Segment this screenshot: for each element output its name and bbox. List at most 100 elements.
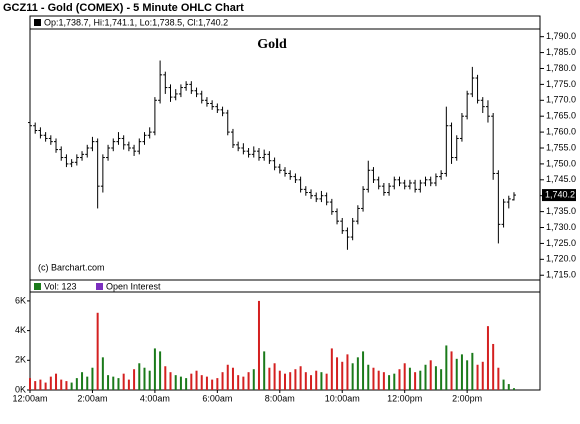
volume-bar (289, 372, 292, 390)
volume-bar (133, 369, 136, 390)
volume-bar (75, 378, 78, 390)
volume-bar (382, 372, 385, 390)
volume-bar (29, 378, 31, 390)
volume-bar (169, 372, 172, 390)
volume-bar (481, 361, 484, 390)
volume-bar (216, 378, 219, 390)
volume-bar (70, 382, 73, 390)
volume-bar (231, 367, 234, 390)
volume-bar (398, 369, 401, 390)
volume-bar (96, 312, 99, 390)
volume-bar (237, 375, 240, 390)
volume-bar (185, 378, 188, 390)
volume-bar (388, 375, 391, 390)
volume-bar (263, 351, 266, 390)
legend-text: Vol: 123 (44, 281, 77, 291)
x-tick-label: 2:00am (77, 393, 107, 403)
y-tick-label: 1,735.0 (546, 206, 576, 216)
volume-bar (284, 373, 286, 390)
y-tick-label: 1,715.0 (546, 270, 576, 280)
volume-bar (351, 363, 354, 390)
legend-swatch (34, 19, 41, 26)
volume-tick-label: 0K (15, 384, 26, 394)
volume-bar (44, 382, 47, 390)
volume-bar (320, 372, 323, 390)
legend-swatch (34, 283, 41, 290)
volume-bar (341, 361, 344, 390)
x-tick-label: 10:00am (325, 393, 360, 403)
volume-panel (29, 279, 541, 391)
volume-bar (315, 370, 318, 390)
volume-bar (252, 369, 255, 390)
volume-bar (434, 366, 437, 390)
volume-bar (190, 373, 193, 390)
volume-bar (143, 367, 146, 390)
volume-bar (362, 351, 365, 390)
volume-bar (179, 376, 182, 390)
x-tick-label: 12:00am (12, 393, 47, 403)
volume-bar (310, 375, 313, 390)
y-tick-label: 1,775.0 (546, 79, 576, 89)
x-tick-label: 8:00am (265, 393, 295, 403)
volume-bar (200, 375, 203, 390)
volume-bar (127, 379, 130, 390)
y-tick-label: 1,770.0 (546, 95, 576, 105)
volume-bar (164, 366, 167, 390)
volume-bar (445, 345, 448, 390)
volume-bar (174, 375, 177, 390)
last-price-box (542, 189, 576, 202)
credit: (c) Barchart.com (38, 262, 105, 272)
volume-bar (460, 354, 463, 390)
volume-bar (372, 367, 375, 390)
volume-bar (211, 379, 214, 390)
volume-tick-label: 4K (15, 325, 26, 335)
volume-bar (39, 379, 42, 390)
volume-bar (91, 367, 94, 390)
volume-bar (346, 354, 349, 390)
volume-bar (247, 372, 250, 390)
volume-bar (336, 357, 339, 390)
volume-bar (507, 384, 510, 390)
volume-bar (304, 372, 307, 390)
volume-bar (195, 370, 198, 390)
volume-bar (205, 376, 208, 390)
volume-bar (107, 375, 110, 390)
volume-bar (429, 360, 432, 390)
y-tick-label: 1,785.0 (546, 47, 576, 57)
volume-bar (65, 381, 68, 390)
volume-bar (55, 373, 58, 390)
volume-bar (122, 373, 125, 390)
volume-bar (419, 370, 422, 390)
volume-bar (486, 326, 489, 390)
chart-label: Gold (257, 37, 287, 52)
volume-bar (414, 372, 417, 390)
volume-bar (138, 363, 141, 390)
volume-bar (497, 367, 500, 390)
volume-bar (148, 370, 151, 390)
legend-text: Op:1,738.7, Hi:1,741.1, Lo:1,738.5, Cl:1… (44, 17, 228, 27)
y-tick-label: 1,720.0 (546, 254, 576, 264)
volume-bar (86, 376, 89, 390)
y-tick-label: 1,725.0 (546, 238, 576, 248)
volume-bar (112, 376, 115, 390)
volume-bar (257, 300, 260, 390)
volume-bar (512, 388, 515, 390)
volume-bar (226, 364, 229, 390)
volume-bar (60, 379, 63, 390)
volume-tick-label: 2K (15, 355, 26, 365)
volume-bar (330, 348, 333, 390)
legend-swatch (96, 283, 103, 290)
volume-bar (377, 370, 380, 390)
volume-bar (268, 367, 271, 390)
volume-bar (325, 373, 328, 390)
volume-bar (221, 372, 224, 390)
volume-bar (356, 357, 359, 390)
volume-bar (34, 381, 37, 390)
x-tick-label: 6:00am (202, 393, 232, 403)
volume-bar (455, 358, 458, 390)
volume-bar (49, 376, 52, 390)
volume-bar (117, 378, 120, 390)
x-tick-label: 12:00pm (387, 393, 422, 403)
volume-bar (81, 372, 84, 390)
